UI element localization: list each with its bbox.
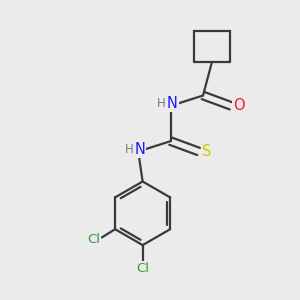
Text: S: S — [202, 144, 212, 159]
Text: Cl: Cl — [136, 262, 149, 275]
Text: O: O — [233, 98, 245, 113]
Text: Cl: Cl — [87, 233, 100, 246]
Text: N: N — [167, 96, 178, 111]
Text: H: H — [157, 97, 166, 110]
Text: N: N — [134, 142, 145, 157]
Text: H: H — [124, 142, 133, 156]
